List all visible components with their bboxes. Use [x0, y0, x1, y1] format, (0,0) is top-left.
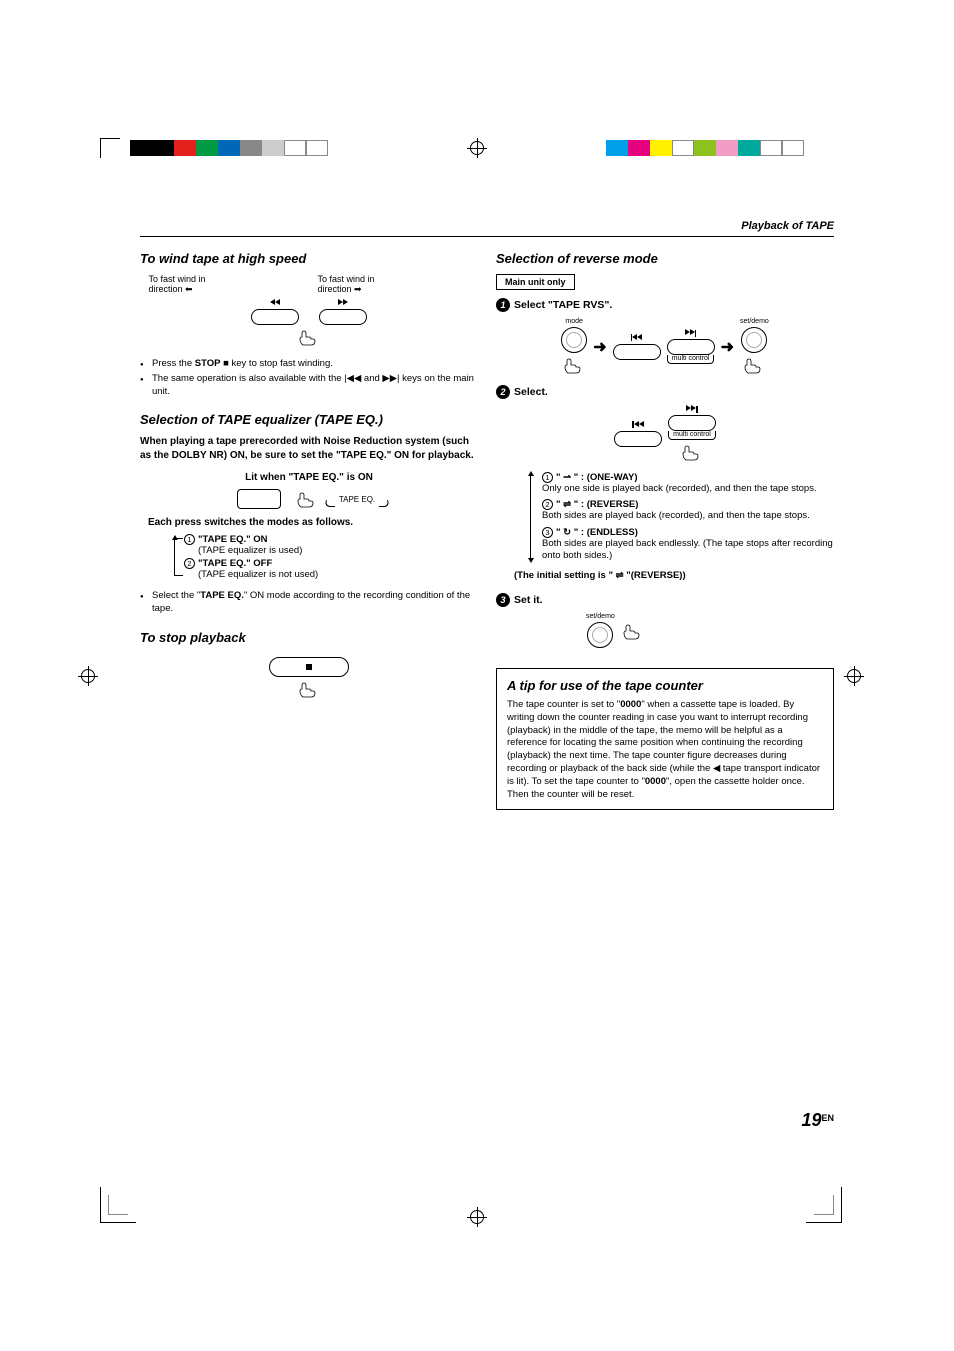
printer-marks-top	[0, 120, 954, 160]
ffwd-glyphs	[338, 299, 348, 307]
eq-mode-num-1: 1	[184, 534, 195, 545]
wind-title: To wind tape at high speed	[140, 251, 478, 266]
rev-2-desc: Both sides are played back (recorded), a…	[542, 510, 834, 522]
tape-eq-indicator: TAPE EQ.	[333, 495, 381, 504]
next-button[interactable]	[667, 339, 715, 355]
wind-left-caption: To fast wind indirection ⬅	[148, 274, 300, 295]
wind-note-2: The same operation is also available wit…	[140, 373, 478, 399]
next-glyphs	[685, 329, 697, 337]
step-3-text: Set it.	[514, 594, 543, 606]
stop-button[interactable]	[269, 657, 349, 677]
breadcrumb: Playback of TAPE	[140, 220, 834, 232]
step-2-text: Select.	[514, 386, 548, 398]
wind-notes: Press the STOP ■ key to stop fast windin…	[140, 358, 478, 398]
color-strip-right	[606, 140, 804, 156]
multi-label: multi control	[668, 431, 716, 440]
eq-switch-caption: Each press switches the modes as follows…	[148, 517, 478, 528]
step-1-num: 1	[496, 298, 510, 312]
crop-corner	[108, 1195, 128, 1215]
stop-title: To stop playback	[140, 630, 478, 645]
prev-glyphs	[632, 421, 644, 429]
header-rule	[140, 236, 834, 237]
right-column: Selection of reverse mode Main unit only…	[496, 251, 834, 810]
eq-mode-2-desc: (TAPE equalizer is not used)	[198, 569, 478, 580]
hand-icon	[297, 681, 321, 699]
set-button[interactable]	[741, 327, 767, 353]
registration-mark	[844, 666, 864, 686]
crop-corner	[814, 1195, 834, 1215]
eq-mode-2-label: "TAPE EQ." OFF	[198, 558, 272, 569]
set-button[interactable]	[587, 622, 613, 648]
tape-eq-button[interactable]	[237, 489, 281, 509]
hand-icon	[295, 491, 319, 509]
eq-mode-1-desc: (TAPE equalizer is used)	[198, 545, 478, 556]
wind-right-caption: To fast wind indirection ➡	[317, 274, 469, 295]
main-unit-only-badge: Main unit only	[496, 274, 575, 290]
rev-3-desc: Both sides are played back endlessly. (T…	[542, 538, 834, 563]
eq-note: When playing a tape prerecorded with Noi…	[140, 435, 478, 462]
rewind-glyphs	[270, 299, 280, 307]
hand-icon	[562, 357, 586, 375]
rev-1-label: " ⇀ " : (ONE-WAY)	[556, 472, 638, 483]
rev-num-3: 3	[542, 527, 553, 538]
reverse-mode-list: 1" ⇀ " : (ONE-WAY) Only one side is play…	[526, 472, 834, 562]
setdemo-label: set/demo	[586, 613, 615, 620]
hand-icon	[297, 329, 321, 347]
hand-icon	[680, 444, 704, 462]
prev-glyphs	[631, 334, 643, 342]
tip-title: A tip for use of the tape counter	[507, 677, 823, 695]
stop-icon	[306, 664, 312, 670]
arrow-icon: ➜	[593, 337, 606, 357]
left-column: To wind tape at high speed To fast wind …	[140, 251, 478, 810]
registration-mark	[467, 138, 487, 158]
setdemo-label: set/demo	[740, 318, 769, 325]
next-button[interactable]	[668, 415, 716, 431]
wind-note-1: Press the STOP ■ key to stop fast windin…	[140, 358, 478, 371]
step-1-text: Select "TAPE RVS".	[514, 299, 612, 311]
rev-2-label: " ⇌ " : (REVERSE)	[556, 499, 638, 510]
tip-box: A tip for use of the tape counter The ta…	[496, 668, 834, 810]
rev-num-2: 2	[542, 499, 553, 510]
rewind-button[interactable]	[251, 309, 299, 325]
registration-mark	[467, 1207, 487, 1227]
hand-icon	[621, 623, 645, 641]
eq-mode-num-2: 2	[184, 558, 195, 569]
prev-button[interactable]	[613, 344, 661, 360]
eq-select-note: Select the "TAPE EQ." ON mode according …	[140, 590, 478, 616]
eq-title: Selection of TAPE equalizer (TAPE EQ.)	[140, 412, 478, 427]
hand-icon	[742, 357, 766, 375]
tip-body: The tape counter is set to "0000" when a…	[507, 699, 823, 802]
multi-label: multi control	[667, 355, 715, 364]
ffwd-button[interactable]	[319, 309, 367, 325]
color-strip-left	[130, 140, 328, 156]
eq-mode-1-label: "TAPE EQ." ON	[198, 534, 268, 545]
page-content: Playback of TAPE To wind tape at high sp…	[140, 220, 834, 1131]
rev-1-desc: Only one side is played back (recorded),…	[542, 483, 834, 495]
crop-corner	[100, 138, 120, 158]
eq-lit-caption: Lit when "TAPE EQ." is ON	[140, 472, 478, 483]
arrow-icon: ➜	[721, 337, 734, 357]
next-glyphs	[686, 405, 698, 413]
prev-button[interactable]	[614, 431, 662, 447]
reverse-title: Selection of reverse mode	[496, 251, 834, 266]
mode-label: mode	[565, 318, 583, 325]
rev-3-label: " ↻ " : (ENDLESS)	[556, 527, 638, 538]
page-number: 19EN	[801, 1110, 834, 1131]
eq-mode-cycle: 1"TAPE EQ." ON (TAPE equalizer is used) …	[170, 534, 478, 580]
reverse-initial-note: (The initial setting is " ⇌ "(REVERSE))	[514, 570, 834, 581]
registration-mark	[78, 666, 98, 686]
rev-num-1: 1	[542, 472, 553, 483]
mode-button[interactable]	[561, 327, 587, 353]
step-3-num: 3	[496, 593, 510, 607]
step-2-num: 2	[496, 385, 510, 399]
